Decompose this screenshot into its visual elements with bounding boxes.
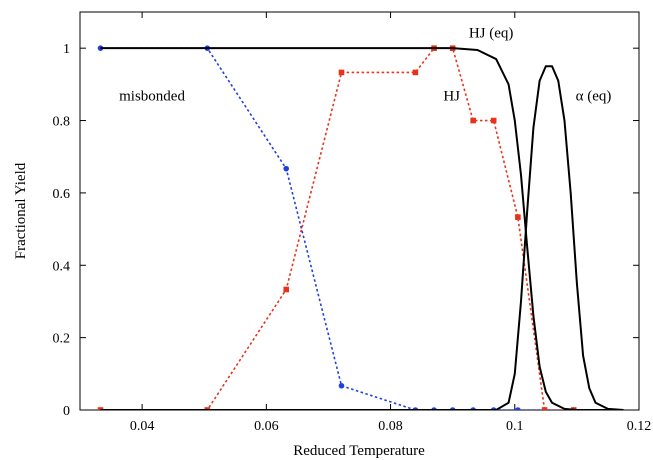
annotation-hj: HJ <box>443 89 460 105</box>
y-tick-label: 1 <box>63 42 70 57</box>
annotation-eq: α (eq) <box>576 89 612 105</box>
y-tick-label: 0.4 <box>53 259 71 274</box>
series-line-misbonded <box>100 47 574 410</box>
y-tick-label: 0.2 <box>53 332 71 347</box>
x-tick-label: 0.08 <box>378 419 403 434</box>
series-line-hj-eq <box>100 47 624 410</box>
data-point-hj <box>338 69 345 76</box>
data-point-hj <box>570 407 577 410</box>
data-point-hj <box>470 117 476 124</box>
annotation-misbonded: misbonded <box>119 89 185 105</box>
data-point-hj <box>490 117 497 124</box>
y-tick-label: 0.8 <box>53 115 71 130</box>
x-tick-label: 0.12 <box>627 419 652 434</box>
series-line-eq <box>100 65 624 410</box>
data-point-misbonded <box>515 407 521 410</box>
data-point-hj <box>515 214 521 220</box>
y-tick-label: 0.6 <box>53 187 71 202</box>
series-line-hj <box>100 47 574 410</box>
data-point-hj <box>412 69 419 76</box>
data-point-misbonded <box>97 45 104 51</box>
data-point-misbonded <box>283 165 290 172</box>
data-point-hj <box>541 407 548 410</box>
x-tick-label: 0.04 <box>130 419 155 434</box>
y-tick-label: 0 <box>63 404 70 419</box>
data-point-hj <box>283 286 290 293</box>
y-axis-label: Fractional Yield <box>13 162 29 259</box>
x-tick-label: 0.1 <box>506 419 524 434</box>
data-point-misbonded <box>338 382 345 389</box>
x-tick-label: 0.06 <box>254 419 279 434</box>
data-point-hj <box>97 407 104 410</box>
data-point-hj <box>204 407 211 410</box>
annotation-hj-eq: HJ (eq) <box>469 25 514 41</box>
x-axis-label: Reduced Temperature <box>293 443 425 459</box>
